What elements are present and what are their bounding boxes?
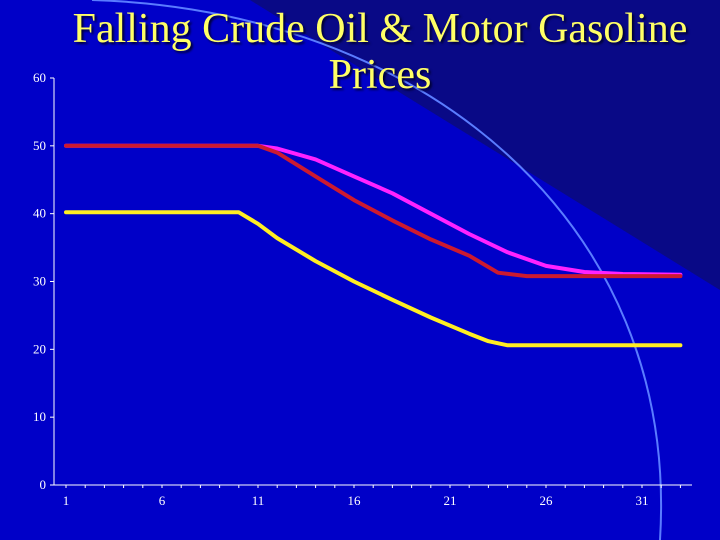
x-tick-label: 16 — [348, 493, 362, 508]
series-line-3 — [64, 210, 683, 348]
background-arc — [91, 0, 663, 540]
x-tick-label: 26 — [540, 493, 554, 508]
chart-title: Falling Crude Oil & Motor Gasoline Price… — [40, 6, 720, 98]
y-tick-label: 40 — [33, 206, 46, 221]
y-tick-label: 10 — [33, 409, 46, 424]
y-tick-label: 50 — [33, 138, 46, 153]
chart-lines — [64, 143, 683, 348]
y-tick-label: 60 — [33, 70, 46, 85]
y-tick-label: 0 — [40, 477, 47, 492]
series-line-1 — [64, 143, 683, 277]
x-tick-label: 31 — [636, 493, 649, 508]
dark-corner-panel — [250, 0, 720, 290]
y-tick-label: 20 — [33, 341, 46, 356]
x-tick-label: 1 — [63, 493, 70, 508]
chart-title-line-1: Falling Crude Oil & Motor Gasoline — [72, 6, 688, 52]
x-tick-label: 21 — [444, 493, 457, 508]
x-tick-label: 6 — [159, 493, 166, 508]
chart-title-line-2: Prices — [328, 52, 432, 98]
series-line-2 — [64, 143, 683, 279]
y-tick-label: 30 — [33, 274, 46, 289]
x-tick-label: 11 — [252, 493, 265, 508]
